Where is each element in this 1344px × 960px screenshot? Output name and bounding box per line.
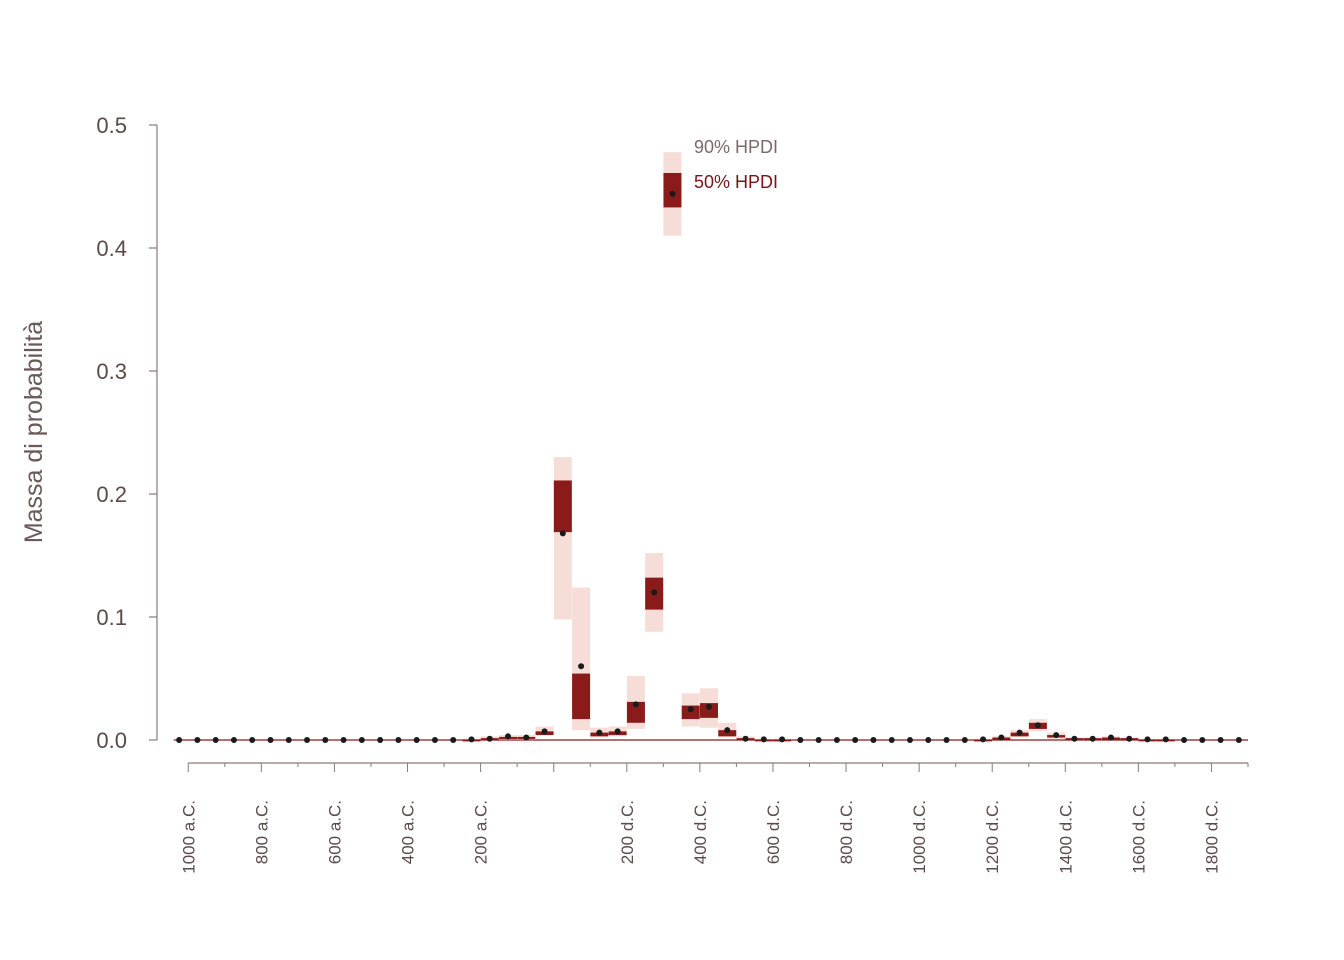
point-estimate <box>358 737 365 743</box>
point-estimate <box>212 737 219 743</box>
x-tick-label: 200 a.C. <box>472 800 491 864</box>
point-estimate <box>1016 729 1023 736</box>
x-tick-label: 1200 d.C. <box>983 800 1002 874</box>
hpdi50-bar <box>681 705 700 720</box>
point-estimate <box>230 737 237 743</box>
x-tick-label: 600 a.C. <box>325 800 344 864</box>
point-estimate <box>1199 737 1206 743</box>
x-tick-label: 1000 a.C. <box>179 800 198 874</box>
y-axis: 0.0 0.1 0.2 0.3 0.4 0.5 <box>96 113 158 753</box>
point-estimate <box>431 737 438 743</box>
point-estimate <box>779 736 786 743</box>
point-estimate <box>1181 737 1188 743</box>
point-estimate <box>906 737 913 743</box>
point-estimate <box>998 734 1005 741</box>
point-estimate <box>1126 735 1133 742</box>
point-estimate <box>687 706 694 713</box>
point-estimate <box>340 737 347 743</box>
point-estimate <box>706 703 712 710</box>
point-estimate <box>596 729 603 736</box>
x-axis: 1000 a.C. 800 a.C. 600 a.C. 400 a.C. 200 a.C… <box>179 762 1249 874</box>
point-estimate <box>267 737 274 743</box>
point-estimate <box>322 737 329 743</box>
point-estimate <box>724 727 731 734</box>
point-estimate <box>1217 737 1224 743</box>
x-tick-label: 1000 d.C. <box>910 800 929 874</box>
point-estimate <box>1071 735 1078 742</box>
x-tick-label: 400 a.C. <box>399 800 418 864</box>
point-estimate <box>852 737 859 743</box>
point-estimate <box>651 589 658 596</box>
point-estimate <box>760 736 767 743</box>
y-tick-label: 0.1 <box>96 605 127 630</box>
x-tick-label: 800 a.C. <box>252 800 271 864</box>
point-estimate <box>870 737 877 743</box>
point-estimate <box>304 737 311 743</box>
y-tick-label: 0.2 <box>96 482 127 507</box>
point-estimate <box>249 737 256 743</box>
hpdi50-bar <box>553 480 572 533</box>
x-tick-label: 400 d.C. <box>691 800 710 864</box>
x-tick-label: 600 d.C. <box>764 800 783 864</box>
hpdi50-bar <box>572 673 591 720</box>
hpdi50-bar <box>663 172 682 208</box>
y-tick-label: 0.0 <box>96 728 127 753</box>
point-estimate <box>194 737 201 743</box>
hpdi50-bar <box>700 703 718 718</box>
hpdi50-bar <box>718 730 737 737</box>
point-estimate <box>486 735 493 742</box>
point-estimate <box>413 737 420 743</box>
legend-50-hpdi: 50% HPDI <box>694 172 778 192</box>
hpdi50-bar <box>626 701 645 723</box>
point-estimate <box>1034 722 1041 729</box>
point-estimate <box>285 737 292 743</box>
point-estimate <box>1235 737 1242 743</box>
point-estimate <box>888 737 895 743</box>
y-tick-label: 0.5 <box>96 113 127 138</box>
x-tick-label: 1400 d.C. <box>1056 800 1075 874</box>
point-estimate <box>578 663 585 670</box>
x-tick-label: 1800 d.C. <box>1202 800 1221 874</box>
point-estimate <box>1162 736 1169 743</box>
point-estimate <box>961 737 968 743</box>
point-estimate <box>943 737 950 743</box>
plot-area <box>173 152 1248 743</box>
point-estimate <box>742 735 749 742</box>
point-estimate <box>797 737 804 743</box>
y-tick-label: 0.4 <box>96 236 127 261</box>
x-tick-label: 200 d.C. <box>618 800 637 864</box>
point-estimate <box>632 701 639 708</box>
legend-90-hpdi: 90% HPDI <box>694 137 778 157</box>
point-estimate <box>176 737 183 743</box>
point-estimate <box>559 530 566 537</box>
point-estimate <box>1107 734 1114 741</box>
point-estimate <box>1089 735 1096 742</box>
x-tick-label: 800 d.C. <box>837 800 856 864</box>
point-estimate <box>833 737 840 743</box>
point-estimate <box>669 190 676 197</box>
point-estimate <box>450 737 457 743</box>
point-estimate <box>1144 736 1151 743</box>
point-estimate <box>614 728 621 735</box>
point-estimate <box>523 734 530 741</box>
y-tick-label: 0.3 <box>96 359 127 384</box>
y-axis-label: Massa di probabilità <box>20 321 48 543</box>
point-estimate <box>395 737 402 743</box>
point-estimate <box>505 733 512 740</box>
point-estimate <box>541 728 548 735</box>
point-estimate <box>377 737 384 743</box>
point-estimate <box>815 737 822 743</box>
point-estimate <box>980 736 987 743</box>
point-estimate <box>1053 732 1060 739</box>
x-tick-label: 1600 d.C. <box>1129 800 1148 874</box>
point-estimate <box>468 736 475 743</box>
point-estimate <box>925 737 932 743</box>
